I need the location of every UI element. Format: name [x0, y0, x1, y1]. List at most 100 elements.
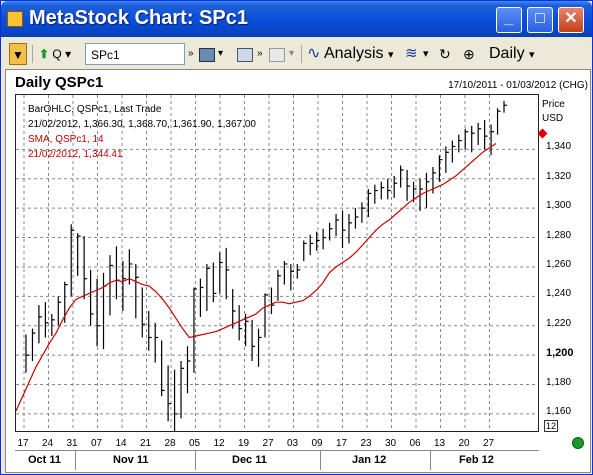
ohlc-bar	[270, 287, 275, 314]
ohlc-bar	[490, 124, 495, 156]
overflow-chevron-icon[interactable]: »	[257, 48, 263, 59]
collapse-arrow-icon[interactable]: ▼	[9, 43, 27, 65]
refresh-icon[interactable]: ↻	[439, 46, 451, 62]
x-tick-label: 28	[164, 438, 176, 449]
legend-sma-series: SMA, QSPc1, 14	[28, 134, 104, 145]
close-button[interactable]: ✕	[558, 7, 584, 33]
ohlc-bar	[277, 269, 281, 301]
ohlc-bar	[322, 228, 327, 250]
ohlc-bar	[83, 236, 88, 300]
analysis-menu[interactable]: ∿ Analysis ▾	[307, 43, 394, 65]
x-tick-label: 27	[482, 438, 495, 449]
ohlc-bar	[361, 202, 365, 223]
zoom-level-box[interactable]: 12	[544, 420, 559, 432]
month-divider	[430, 450, 431, 470]
ohlc-bar	[374, 184, 378, 204]
ohlc-bar	[245, 313, 249, 347]
chevron-down-icon: ▾	[388, 49, 394, 61]
ohlc-bar	[303, 240, 307, 262]
ohlc-bar	[484, 119, 488, 150]
y-tick-label: 1,320	[546, 170, 572, 182]
ohlc-bar	[309, 234, 314, 256]
ohlc-bar	[400, 165, 404, 188]
chart-toolbar: ▼ ⬆ Q ▾ SPc1 » ▾ » ▾ ∿ Analysis ▾ ≋ ▾ ↻ …	[5, 41, 589, 67]
x-tick-label: 21	[139, 438, 152, 449]
ohlc-bar	[199, 278, 204, 317]
ohlc-bar	[161, 340, 165, 397]
ohlc-bar	[206, 264, 210, 312]
x-tick-label: 19	[237, 438, 250, 449]
x-tick-label: 09	[311, 438, 323, 449]
symbol-input[interactable]: SPc1	[85, 43, 185, 65]
ohlc-bar	[25, 334, 29, 373]
x-tick-label: 23	[360, 438, 372, 449]
ohlc-bar	[503, 100, 507, 113]
print-dropdown-icon[interactable]: ▾	[218, 48, 224, 59]
price-chart-svg	[16, 95, 538, 431]
maximize-button[interactable]: □	[527, 7, 553, 33]
legend-bar-values: 21/02/2012, 1,366.30, 1,368.70, 1,361.90…	[28, 119, 256, 130]
ohlc-bar	[154, 322, 159, 363]
date-range-label: 17/10/2011 - 01/03/2012 (CHG)	[448, 80, 588, 91]
y-tick-label: 1,220	[546, 317, 572, 329]
x-tick-label: 07	[90, 438, 103, 449]
y-axis-header: Price USD	[542, 98, 565, 126]
window-title: MetaStock Chart: SPc1	[29, 7, 248, 29]
x-tick-label: 17	[17, 438, 29, 449]
title-bar[interactable]: MetaStock Chart: SPc1 _ □ ✕	[1, 1, 592, 37]
overflow-chevron-icon[interactable]: »	[188, 48, 194, 59]
zoom-icon[interactable]: ⊕	[463, 46, 475, 62]
y-axis-currency-label: USD	[542, 113, 564, 124]
ohlc-bar	[445, 146, 449, 173]
x-tick-label: 05	[188, 438, 201, 449]
ohlc-bar	[225, 247, 230, 300]
ohlc-bar	[70, 224, 75, 297]
x-tick-label: 13	[433, 438, 446, 449]
ohlc-bar	[425, 172, 430, 209]
x-tick-label: 14	[115, 438, 127, 449]
chevron-down-icon: ▾	[65, 47, 72, 61]
export-icon[interactable]	[237, 43, 253, 65]
y-axis-price-label: Price	[542, 99, 565, 110]
chart-panel[interactable]: Daily QSPc1 17/10/2011 - 01/03/2012 (CHG…	[5, 69, 591, 473]
ohlc-bar	[173, 369, 178, 431]
ohlc-bar	[251, 319, 256, 361]
month-divider	[75, 450, 76, 470]
chart-style-dropdown-icon[interactable]: ▾	[289, 48, 295, 59]
legend-sma-values: 21/02/2012, 1,344.41	[28, 149, 123, 160]
ohlc-bar	[180, 360, 185, 419]
price-plot[interactable]: BarOHLC, QSPc1, Last Trade 21/02/2012, 1…	[15, 94, 539, 432]
x-tick-label: 17	[335, 438, 348, 449]
month-divider	[320, 450, 321, 470]
ohlc-bar	[296, 264, 301, 279]
ohlc-bar	[458, 134, 462, 153]
ohlc-bar	[328, 222, 333, 241]
ohlc-bar	[51, 313, 55, 337]
chart-legend: BarOHLC, QSPc1, Last Trade 21/02/2012, 1…	[28, 102, 256, 162]
month-divider	[195, 450, 196, 470]
x-tick-label: 27	[262, 438, 274, 449]
y-tick-label: 1,260	[546, 258, 572, 270]
ohlc-bar	[341, 211, 346, 248]
y-tick-label: 1,240	[546, 288, 572, 300]
quote-menu[interactable]: ⬆ Q ▾	[39, 43, 71, 65]
quote-label: Q	[52, 47, 62, 61]
ohlc-bar	[186, 346, 191, 394]
print-icon[interactable]	[199, 43, 215, 65]
ohlc-bar	[432, 167, 436, 194]
ohlc-bar	[141, 287, 146, 338]
month-axis	[15, 450, 539, 470]
y-tick-label: 1,280	[546, 229, 572, 241]
minimize-button[interactable]: _	[496, 7, 522, 33]
indicator-icon[interactable]: ≋	[405, 45, 418, 62]
ohlc-bar	[335, 214, 340, 237]
chart-style-icon[interactable]	[269, 43, 285, 65]
period-label: Daily	[489, 45, 525, 62]
ohlc-bar	[464, 128, 469, 150]
indicator-dropdown-icon[interactable]: ▾	[423, 48, 429, 60]
connection-status-icon	[572, 437, 584, 449]
y-tick-label: 1,180	[546, 376, 572, 388]
ohlc-bar	[57, 296, 62, 326]
period-menu[interactable]: Daily ▾	[489, 43, 535, 65]
